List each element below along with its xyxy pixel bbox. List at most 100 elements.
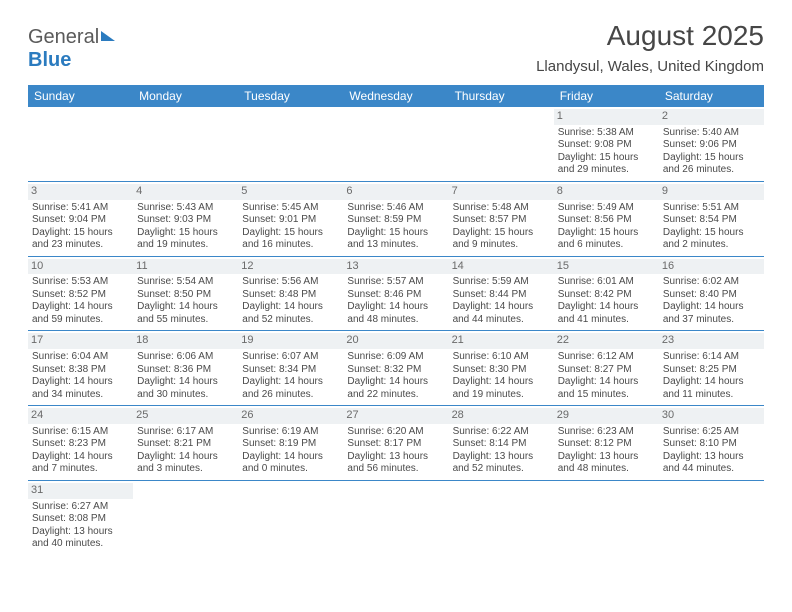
day-number: 26 (238, 408, 343, 424)
sunset-text: Sunset: 8:21 PM (137, 438, 234, 451)
day-number: 21 (449, 333, 554, 349)
day-number: 28 (449, 408, 554, 424)
daylight-line1: Daylight: 14 hours (32, 376, 129, 389)
daylight-line2: and 26 minutes. (242, 389, 339, 402)
calendar-cell: 31Sunrise: 6:27 AMSunset: 8:08 PMDayligh… (28, 480, 133, 554)
calendar-cell: 13Sunrise: 5:57 AMSunset: 8:46 PMDayligh… (343, 256, 448, 331)
sunset-text: Sunset: 8:23 PM (32, 438, 129, 451)
daylight-line1: Daylight: 14 hours (347, 301, 444, 314)
sunset-text: Sunset: 8:32 PM (347, 364, 444, 377)
daylight-line2: and 41 minutes. (558, 314, 655, 327)
calendar-cell: 16Sunrise: 6:02 AMSunset: 8:40 PMDayligh… (659, 256, 764, 331)
sunset-text: Sunset: 8:19 PM (242, 438, 339, 451)
sunset-text: Sunset: 8:34 PM (242, 364, 339, 377)
daylight-line2: and 19 minutes. (453, 389, 550, 402)
day-number: 10 (28, 259, 133, 275)
col-monday: Monday (133, 85, 238, 107)
daylight-line1: Daylight: 15 hours (663, 227, 760, 240)
day-number: 31 (28, 483, 133, 499)
calendar-cell (343, 107, 448, 181)
day-number: 13 (343, 259, 448, 275)
calendar-cell: 21Sunrise: 6:10 AMSunset: 8:30 PMDayligh… (449, 331, 554, 406)
daylight-line1: Daylight: 15 hours (242, 227, 339, 240)
sunset-text: Sunset: 8:25 PM (663, 364, 760, 377)
daylight-line1: Daylight: 13 hours (453, 451, 550, 464)
day-number: 29 (554, 408, 659, 424)
day-number: 6 (343, 184, 448, 200)
calendar-row: 17Sunrise: 6:04 AMSunset: 8:38 PMDayligh… (28, 331, 764, 406)
col-wednesday: Wednesday (343, 85, 448, 107)
calendar-cell: 25Sunrise: 6:17 AMSunset: 8:21 PMDayligh… (133, 406, 238, 481)
daylight-line1: Daylight: 14 hours (663, 301, 760, 314)
daylight-line2: and 55 minutes. (137, 314, 234, 327)
calendar-cell: 14Sunrise: 5:59 AMSunset: 8:44 PMDayligh… (449, 256, 554, 331)
daylight-line1: Daylight: 13 hours (663, 451, 760, 464)
logo-general: General (28, 26, 99, 48)
sunset-text: Sunset: 8:50 PM (137, 289, 234, 302)
logo-mark-icon (101, 31, 115, 41)
daylight-line1: Daylight: 14 hours (347, 376, 444, 389)
daylight-line2: and 37 minutes. (663, 314, 760, 327)
day-number: 3 (28, 184, 133, 200)
calendar-cell: 11Sunrise: 5:54 AMSunset: 8:50 PMDayligh… (133, 256, 238, 331)
daylight-line2: and 26 minutes. (663, 164, 760, 177)
sunrise-text: Sunrise: 6:09 AM (347, 351, 444, 364)
daylight-line2: and 23 minutes. (32, 239, 129, 252)
calendar-row: 10Sunrise: 5:53 AMSunset: 8:52 PM Dayligh… (28, 256, 764, 331)
sunset-text: Sunset: 8:38 PM (32, 364, 129, 377)
calendar-cell: 2Sunrise: 5:40 AMSunset: 9:06 PMDaylight… (659, 107, 764, 181)
day-number: 4 (133, 184, 238, 200)
sunset-text: Sunset: 8:12 PM (558, 438, 655, 451)
daylight-line1: Daylight: 15 hours (558, 227, 655, 240)
day-number: 25 (133, 408, 238, 424)
daylight-line2: and 7 minutes. (32, 463, 129, 476)
sunrise-text: Sunrise: 5:43 AM (137, 202, 234, 215)
daylight-line2: and 56 minutes. (347, 463, 444, 476)
calendar-cell: 4Sunrise: 5:43 AMSunset: 9:03 PMDaylight… (133, 181, 238, 256)
daylight-line1: Daylight: 15 hours (347, 227, 444, 240)
sunset-text: Sunset: 8:44 PM (453, 289, 550, 302)
day-number: 7 (449, 184, 554, 200)
sunrise-text: Sunrise: 6:17 AM (137, 426, 234, 439)
daylight-line2: and 34 minutes. (32, 389, 129, 402)
sunset-text: Sunset: 8:42 PM (558, 289, 655, 302)
calendar-cell: 8Sunrise: 5:49 AMSunset: 8:56 PMDaylight… (554, 181, 659, 256)
day-number: 27 (343, 408, 448, 424)
day-number: 14 (449, 259, 554, 275)
daylight-line2: and 59 minutes. (32, 314, 129, 327)
calendar-cell (133, 107, 238, 181)
sunrise-text: Sunrise: 5:49 AM (558, 202, 655, 215)
calendar-cell (554, 480, 659, 554)
day-number: 5 (238, 184, 343, 200)
calendar-cell: 28Sunrise: 6:22 AMSunset: 8:14 PMDayligh… (449, 406, 554, 481)
sunset-text: Sunset: 8:27 PM (558, 364, 655, 377)
daylight-line2: and 15 minutes. (558, 389, 655, 402)
calendar-cell: 12Sunrise: 5:56 AMSunset: 8:48 PMDayligh… (238, 256, 343, 331)
daylight-line2: and 9 minutes. (453, 239, 550, 252)
daylight-line1: Daylight: 14 hours (453, 301, 550, 314)
sunset-text: Sunset: 8:40 PM (663, 289, 760, 302)
daylight-line2: and 52 minutes. (453, 463, 550, 476)
day-number: 20 (343, 333, 448, 349)
sunrise-text: Sunrise: 5:53 AM (32, 276, 129, 289)
sunset-text: Sunset: 8:10 PM (663, 438, 760, 451)
day-number: 24 (28, 408, 133, 424)
daylight-line1: Daylight: 14 hours (242, 451, 339, 464)
col-sunday: Sunday (28, 85, 133, 107)
sunrise-text: Sunrise: 6:19 AM (242, 426, 339, 439)
day-number: 9 (659, 184, 764, 200)
daylight-line1: Daylight: 14 hours (663, 376, 760, 389)
sunset-text: Sunset: 8:52 PM (32, 289, 129, 302)
sunrise-text: Sunrise: 5:54 AM (137, 276, 234, 289)
daylight-line2: and 3 minutes. (137, 463, 234, 476)
daylight-line1: Daylight: 13 hours (558, 451, 655, 464)
sunset-text: Sunset: 8:17 PM (347, 438, 444, 451)
calendar-row: 31Sunrise: 6:27 AMSunset: 8:08 PMDayligh… (28, 480, 764, 554)
calendar-cell (238, 107, 343, 181)
calendar-cell: 24Sunrise: 6:15 AMSunset: 8:23 PMDayligh… (28, 406, 133, 481)
sunset-text: Sunset: 8:57 PM (453, 214, 550, 227)
sunrise-text: Sunrise: 5:38 AM (558, 127, 655, 140)
calendar-cell: 15Sunrise: 6:01 AMSunset: 8:42 PMDayligh… (554, 256, 659, 331)
daylight-line1: Daylight: 14 hours (558, 376, 655, 389)
day-number: 12 (238, 259, 343, 275)
